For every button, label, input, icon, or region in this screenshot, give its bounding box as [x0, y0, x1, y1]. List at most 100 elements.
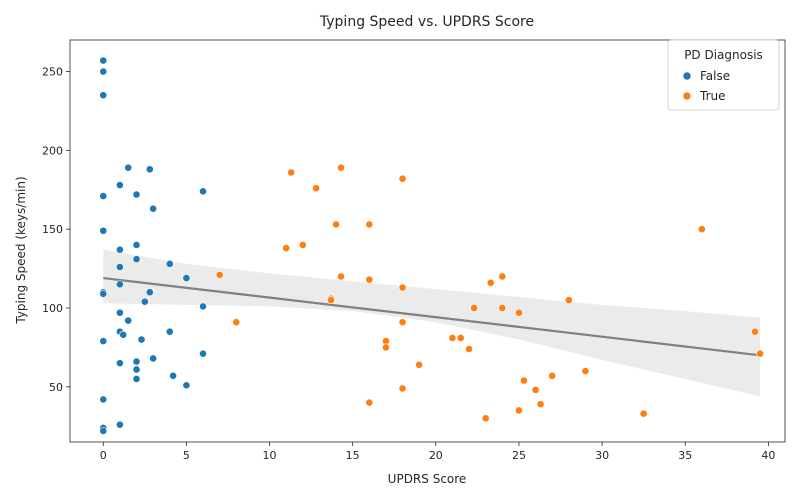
data-point-true	[564, 296, 573, 305]
confidence-band-layer	[103, 249, 761, 397]
data-point-false	[132, 190, 141, 199]
data-point-false	[99, 289, 108, 298]
data-point-true	[639, 409, 648, 418]
data-point-false	[99, 337, 108, 346]
y-axis-label: Typing Speed (keys/min)	[14, 176, 28, 324]
x-tick-label: 40	[761, 449, 775, 462]
data-point-true	[470, 304, 478, 312]
data-point-false	[115, 359, 124, 368]
data-point-false	[99, 91, 108, 100]
data-point-false	[137, 335, 146, 344]
y-tick-label: 50	[49, 381, 63, 394]
data-point-false	[149, 354, 158, 363]
confidence-band	[103, 249, 761, 397]
data-point-false	[115, 280, 124, 289]
data-point-true	[337, 163, 345, 172]
data-point-true	[287, 168, 296, 177]
data-point-false	[99, 395, 108, 404]
data-point-true	[298, 241, 307, 249]
x-tick-label: 0	[100, 449, 107, 462]
data-point-false	[115, 263, 124, 271]
data-point-true	[756, 349, 764, 358]
data-point-true	[337, 272, 345, 281]
data-point-false	[115, 181, 124, 189]
data-point-false	[145, 288, 154, 297]
data-point-false	[199, 349, 207, 358]
data-point-true	[520, 376, 528, 385]
data-point-true	[486, 278, 495, 287]
data-point-true	[498, 304, 507, 312]
data-point-false	[119, 330, 128, 339]
data-point-false	[115, 245, 124, 254]
data-point-false	[124, 316, 133, 325]
data-point-false	[199, 302, 207, 311]
y-tick-label: 100	[42, 302, 63, 315]
chart-title: Typing Speed vs. UPDRS Score	[319, 14, 534, 30]
data-point-false	[115, 420, 124, 429]
data-point-true	[398, 318, 407, 327]
data-point-false	[165, 327, 174, 336]
data-point-true	[515, 406, 523, 415]
data-points-layer	[99, 56, 764, 435]
data-point-false	[132, 375, 141, 383]
data-point-true	[531, 386, 540, 394]
data-point-false	[132, 365, 141, 374]
y-tick-label: 200	[42, 144, 63, 157]
x-axis-label: UPDRS Score	[388, 472, 467, 486]
data-point-true	[697, 225, 706, 234]
legend: PD Diagnosis False True	[667, 39, 780, 111]
y-tick-label: 250	[42, 66, 63, 79]
data-point-false	[115, 308, 124, 317]
legend-label-true: True	[699, 89, 726, 103]
x-tick-label: 30	[595, 449, 609, 462]
x-tick-label: 20	[429, 449, 443, 462]
y-tick-label: 150	[42, 223, 63, 236]
data-point-true	[365, 220, 374, 229]
legend-box	[667, 39, 780, 111]
data-point-false	[145, 165, 154, 174]
data-point-false	[124, 163, 133, 172]
data-point-false	[165, 259, 174, 268]
data-point-false	[199, 187, 207, 196]
data-point-false	[99, 226, 108, 235]
data-point-false	[169, 371, 177, 380]
data-point-false	[132, 357, 141, 366]
data-point-false	[182, 274, 191, 282]
data-point-true	[382, 343, 390, 352]
data-point-false	[99, 427, 108, 435]
data-point-true	[332, 220, 340, 229]
x-axis-ticks: 0 5 10 15 20 25 30 35 40	[100, 442, 775, 462]
data-point-true	[282, 244, 291, 252]
data-point-true	[465, 345, 473, 353]
data-point-false	[99, 192, 108, 200]
data-point-false	[99, 67, 108, 76]
data-point-true	[456, 334, 465, 342]
x-tick-label: 25	[512, 449, 526, 462]
data-point-true	[448, 334, 457, 342]
data-point-true	[365, 398, 374, 407]
regression-line-layer	[103, 276, 761, 357]
data-point-true	[415, 360, 424, 369]
data-point-true	[398, 384, 407, 393]
legend-title: PD Diagnosis	[684, 48, 763, 62]
data-point-true	[327, 296, 335, 305]
data-point-true	[515, 308, 523, 317]
data-point-false	[132, 241, 141, 249]
x-tick-label: 5	[183, 449, 190, 462]
y-axis-ticks: 50 100 150 200 250	[42, 66, 70, 394]
data-point-true	[581, 367, 590, 375]
data-point-true	[536, 400, 545, 409]
legend-marker-true	[682, 91, 692, 101]
data-point-true	[481, 414, 490, 423]
legend-label-false: False	[700, 69, 730, 83]
data-point-false	[99, 56, 108, 65]
legend-marker-false	[682, 71, 692, 81]
data-point-false	[132, 255, 141, 264]
regression-line	[103, 276, 761, 357]
data-point-false	[149, 204, 158, 213]
x-tick-label: 35	[678, 449, 692, 462]
data-point-true	[365, 275, 374, 284]
x-tick-label: 15	[346, 449, 360, 462]
x-tick-label: 10	[263, 449, 277, 462]
